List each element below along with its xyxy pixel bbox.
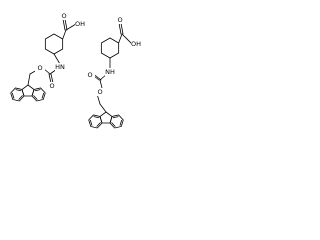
bond [111,122,116,127]
ring [10,87,25,102]
atom-label: O [37,64,42,72]
atom-label: OH [75,20,85,28]
bond [118,22,122,35]
bond [112,116,119,119]
label-bg [75,20,85,28]
label-bg [85,71,95,79]
bond [33,95,38,100]
atom-label: O [49,82,54,90]
bond [93,116,100,119]
ring [88,114,103,129]
label-bg [115,16,125,24]
bond [48,73,52,84]
atom-label: OH [131,40,141,48]
bond [41,92,45,99]
label-bg [55,63,65,71]
bond [62,29,67,40]
label-bg [131,40,141,48]
bond [15,89,22,92]
label-bg [59,12,69,20]
atom-label: O [87,71,92,79]
bond [65,23,77,31]
label-bg [95,88,105,96]
bond [34,89,41,92]
label-bg [35,64,45,72]
bond [99,103,107,113]
atom-label: O [61,12,66,20]
ring [31,87,46,102]
ring [99,111,113,124]
atom-label: NH [105,68,115,76]
bond [96,122,101,127]
bond [64,18,68,31]
ring [21,84,35,97]
atom-label: O [117,16,122,24]
bond [121,33,133,45]
atom-label: HN [55,63,65,71]
bond [11,92,15,99]
bond [27,73,31,86]
bond [50,73,54,84]
bond [89,119,93,126]
atom-label: O [97,88,102,96]
bond [120,22,124,35]
bond [119,119,123,126]
bond [118,33,123,44]
bond [53,53,61,65]
bond [18,95,23,100]
label-bg [47,82,57,90]
ring [109,114,124,129]
structure-diagram: O OH HN O O O OH NH O O [0,0,152,152]
bond [62,18,66,31]
label-bg [105,68,115,76]
